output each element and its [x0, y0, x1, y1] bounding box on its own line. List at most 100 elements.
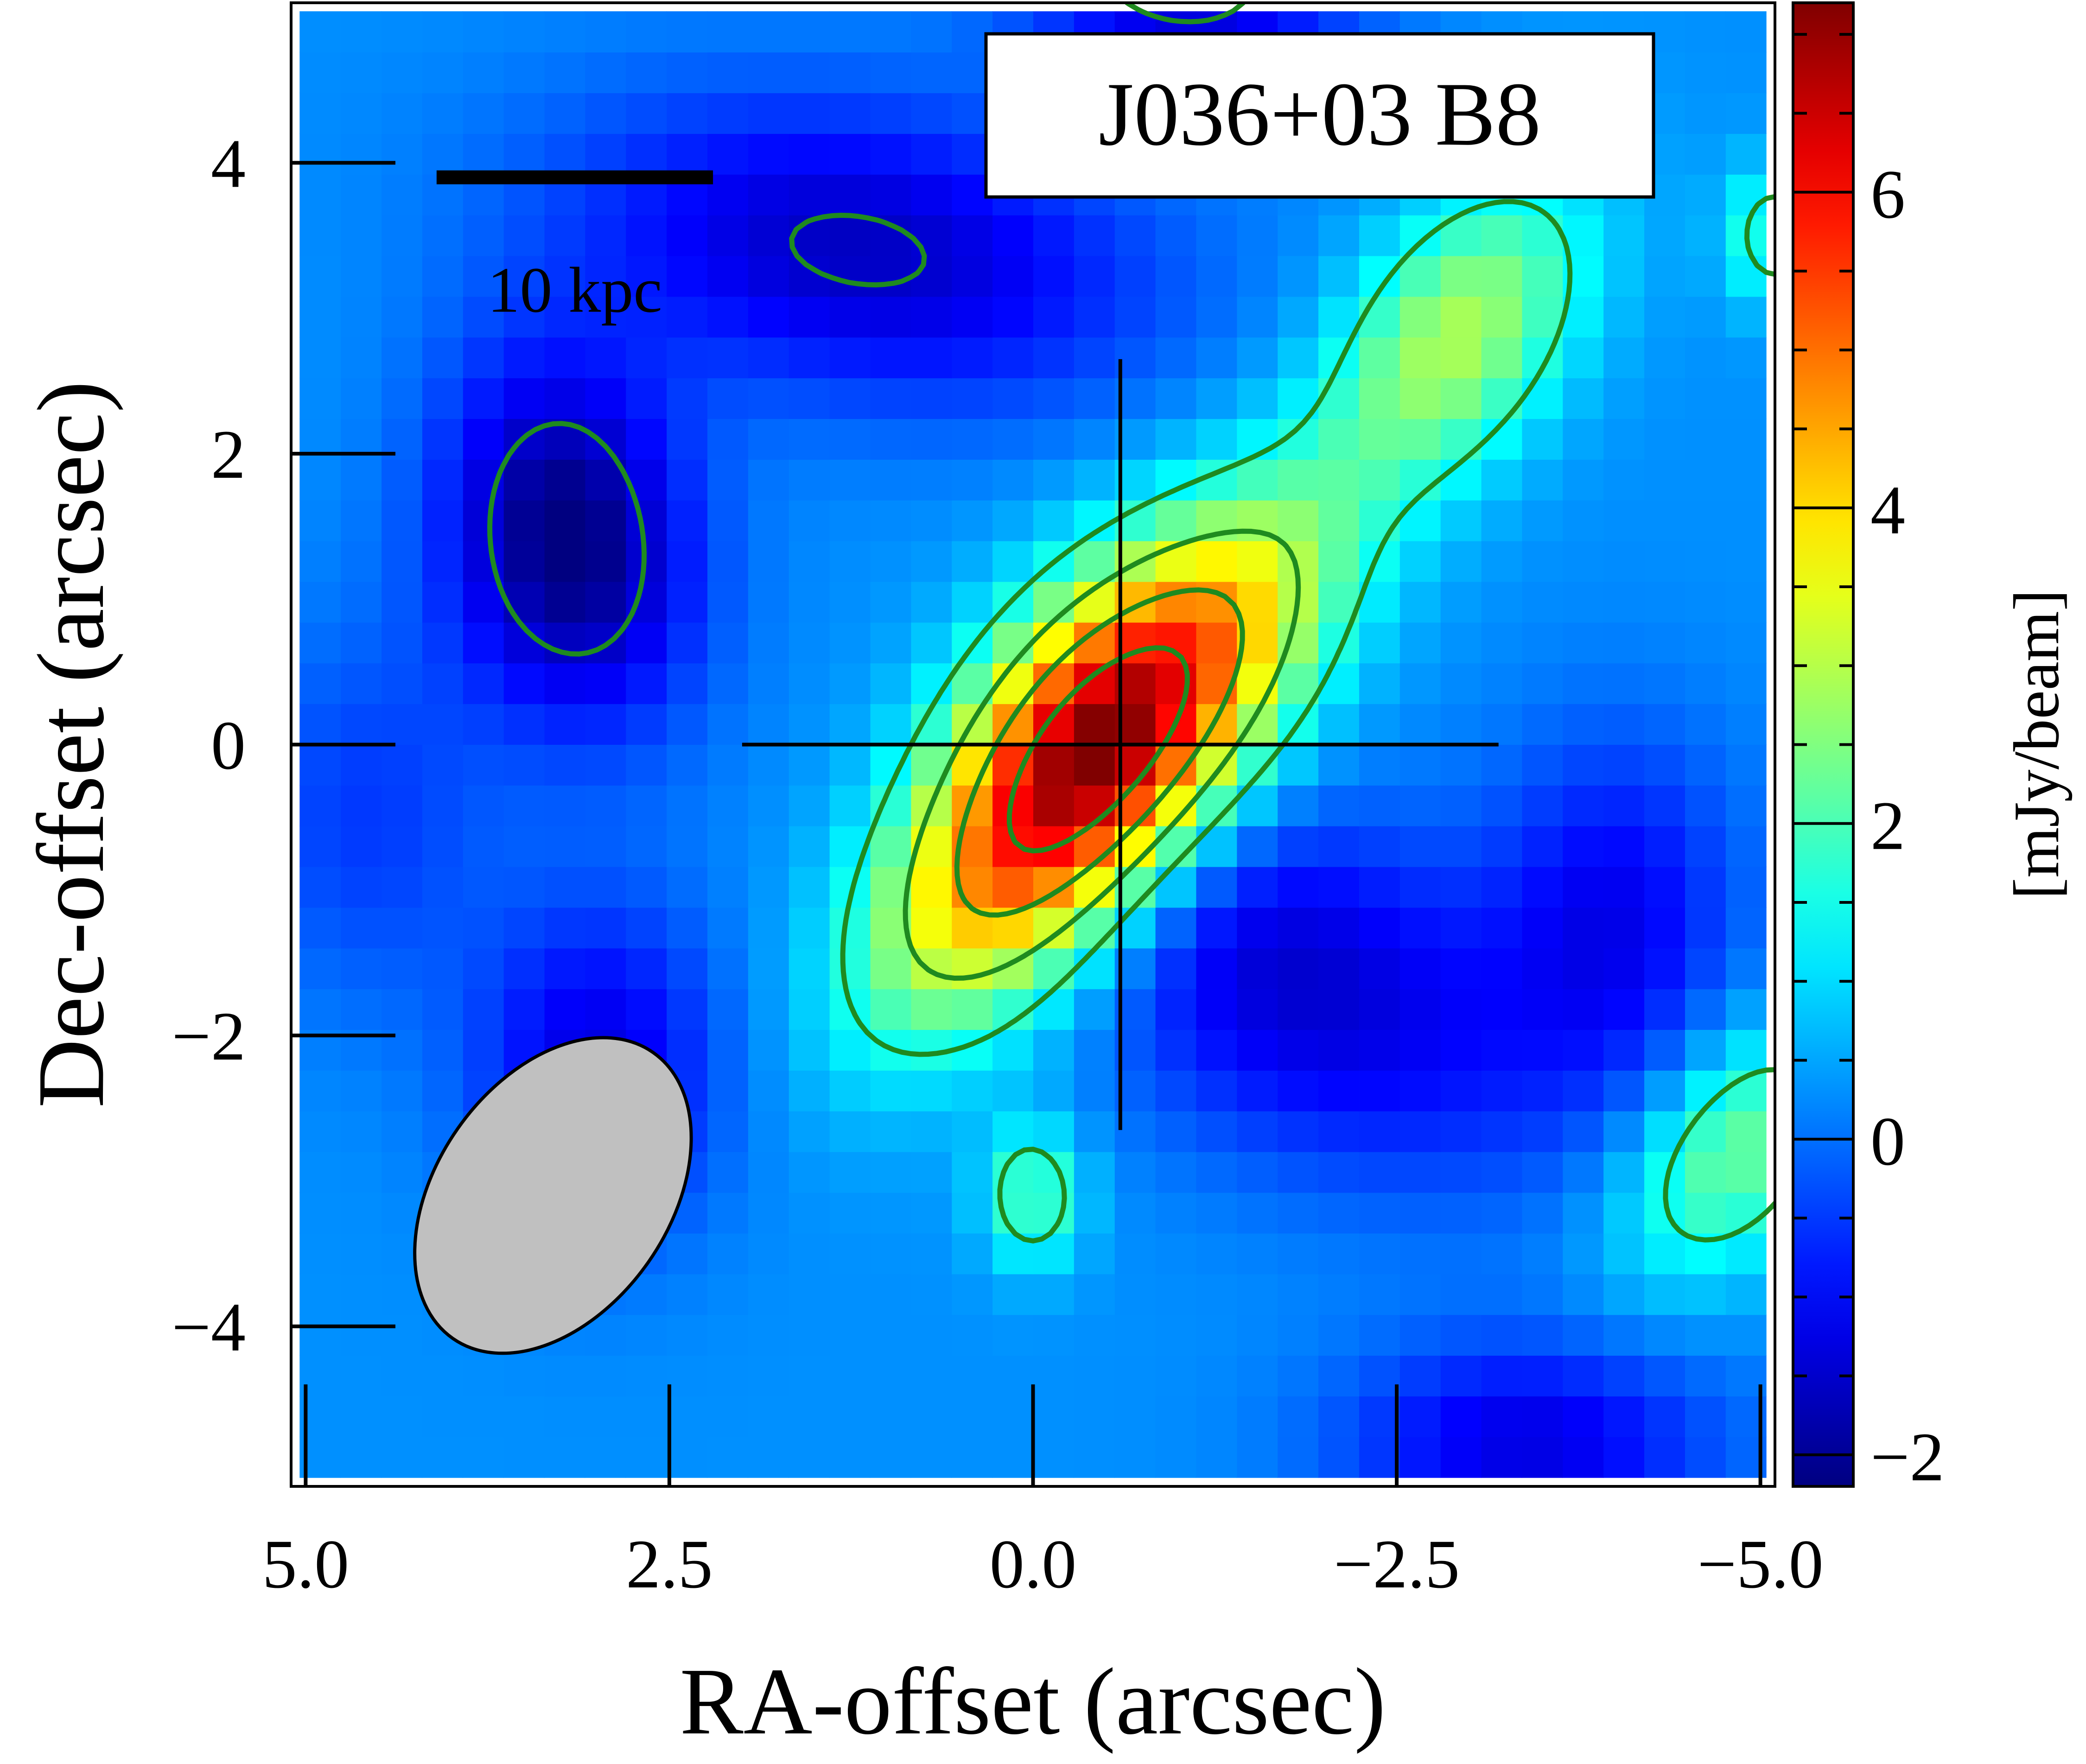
- map-pixel: [340, 337, 382, 379]
- map-pixel: [1196, 1314, 1237, 1356]
- map-pixel: [340, 1110, 382, 1152]
- map-pixel: [462, 744, 504, 786]
- map-pixel: [1603, 1355, 1645, 1396]
- map-pixel: [1358, 337, 1400, 379]
- map-pixel: [1318, 1396, 1359, 1437]
- map-pixel: [340, 459, 382, 501]
- map-pixel: [299, 1070, 341, 1111]
- map-pixel: [462, 785, 504, 826]
- map-pixel: [1603, 1070, 1645, 1111]
- map-pixel: [421, 866, 463, 908]
- map-pixel: [1073, 378, 1115, 419]
- map-pixel: [1521, 419, 1563, 460]
- map-pixel: [421, 11, 463, 53]
- map-pixel: [381, 1436, 422, 1478]
- map-pixel: [544, 1355, 585, 1396]
- map-pixel: [1318, 1070, 1359, 1111]
- map-pixel: [544, 337, 585, 379]
- map-pixel: [1073, 1070, 1115, 1111]
- map-pixel: [870, 1314, 911, 1356]
- map-pixel: [1318, 704, 1359, 745]
- map-pixel: [1399, 866, 1441, 908]
- map-pixel: [870, 622, 911, 664]
- map-pixel: [1684, 337, 1726, 379]
- map-pixel: [1196, 419, 1237, 460]
- map-pixel: [421, 581, 463, 623]
- map-pixel: [421, 133, 463, 175]
- map-pixel: [1644, 1355, 1685, 1396]
- map-pixel: [870, 459, 911, 501]
- map-pixel: [1644, 337, 1685, 379]
- map-pixel: [870, 174, 911, 216]
- map-pixel: [1521, 948, 1563, 990]
- map-pixel: [585, 11, 626, 53]
- map-pixel: [1236, 1110, 1278, 1152]
- map-pixel: [1725, 1274, 1767, 1315]
- map-pixel: [1440, 378, 1482, 419]
- map-pixel: [340, 174, 382, 216]
- map-pixel: [1684, 174, 1726, 216]
- map-pixel: [381, 948, 422, 990]
- map-pixel: [1684, 1029, 1726, 1071]
- map-pixel: [1521, 1355, 1563, 1396]
- map-pixel: [870, 11, 911, 53]
- map-pixel: [299, 744, 341, 786]
- map-pixel: [1440, 663, 1482, 704]
- map-pixel: [1318, 378, 1359, 419]
- map-pixel: [829, 1029, 871, 1071]
- map-pixel: [951, 540, 993, 582]
- map-pixel: [951, 989, 993, 1030]
- map-pixel: [1440, 1151, 1482, 1193]
- map-pixel: [870, 1274, 911, 1315]
- map-pixel: [585, 581, 626, 623]
- map-pixel: [585, 500, 626, 541]
- map-pixel: [1521, 215, 1563, 256]
- map-pixel: [1725, 337, 1767, 379]
- map-pixel: [707, 1314, 748, 1356]
- map-pixel: [462, 866, 504, 908]
- map-pixel: [1155, 989, 1196, 1030]
- map-pixel: [625, 133, 667, 175]
- map-pixel: [788, 825, 830, 867]
- map-pixel: [1236, 215, 1278, 256]
- map-pixel: [666, 1274, 708, 1315]
- map-pixel: [870, 1151, 911, 1193]
- map-pixel: [1562, 378, 1604, 419]
- map-pixel: [1562, 1151, 1604, 1193]
- map-pixel: [1603, 1436, 1645, 1478]
- map-pixel: [788, 1274, 830, 1315]
- map-pixel: [870, 296, 911, 338]
- map-pixel: [1603, 378, 1645, 419]
- map-pixel: [1684, 1436, 1726, 1478]
- map-pixel: [788, 622, 830, 664]
- map-pixel: [1399, 1151, 1441, 1193]
- map-pixel: [707, 378, 748, 419]
- map-pixel: [1236, 296, 1278, 338]
- map-pixel: [1725, 948, 1767, 990]
- map-pixel: [381, 1151, 422, 1193]
- map-pixel: [1725, 378, 1767, 419]
- map-pixel: [707, 255, 748, 297]
- map-pixel: [788, 133, 830, 175]
- map-pixel: [503, 540, 545, 582]
- contour-3: [1006, 645, 1190, 854]
- map-pixel: [1358, 1396, 1400, 1437]
- map-pixel: [829, 1355, 871, 1396]
- map-pixel: [1318, 948, 1359, 990]
- map-pixel: [910, 1436, 952, 1478]
- map-pixel: [1644, 1274, 1685, 1315]
- map-pixel: [747, 419, 789, 460]
- map-pixel: [1073, 1151, 1115, 1193]
- map-pixel: [1440, 866, 1482, 908]
- map-pixel: [910, 255, 952, 297]
- map-pixel: [299, 11, 341, 53]
- map-pixel: [1440, 1396, 1482, 1437]
- map-pixel: [951, 378, 993, 419]
- map-pixel: [1196, 255, 1237, 297]
- map-pixel: [870, 1110, 911, 1152]
- map-pixel: [421, 1355, 463, 1396]
- map-pixel: [707, 744, 748, 786]
- map-pixel: [1399, 785, 1441, 826]
- map-pixel: [1481, 704, 1522, 745]
- map-pixel: [951, 948, 993, 990]
